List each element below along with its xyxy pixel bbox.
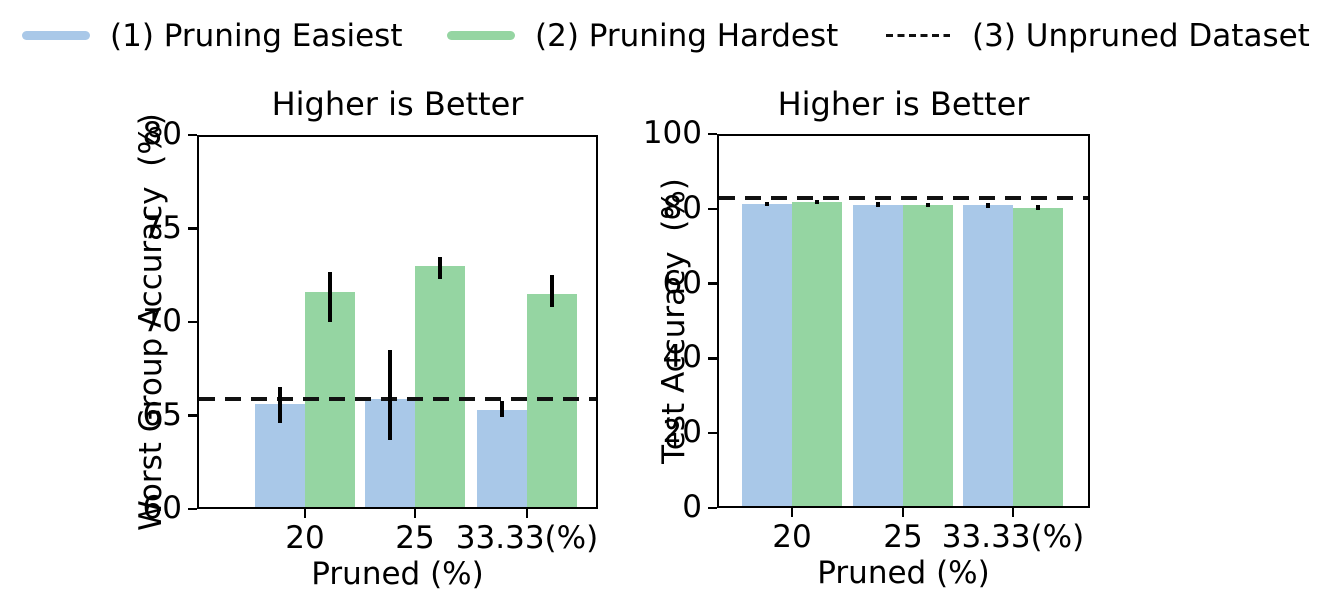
error-bar <box>876 202 880 207</box>
x-axis-tick <box>303 509 307 518</box>
y-axis-tick <box>708 357 717 360</box>
legend-label-pruning-hardest: (2) Pruning Hardest <box>535 18 839 54</box>
right-chart-title: Higher is Better <box>777 85 1030 123</box>
x-axis-tick <box>790 508 794 517</box>
y-tick-label: 40 <box>662 339 702 376</box>
x-tick-label: 25 <box>883 519 923 555</box>
error-bar <box>388 350 392 440</box>
y-axis-tick <box>708 282 717 285</box>
y-tick-label: 80 <box>142 115 182 152</box>
x-tick-label: 33.33(%) <box>941 519 1085 555</box>
y-tick-label: 20 <box>662 414 702 451</box>
error-bar <box>278 387 282 423</box>
y-axis-tick <box>188 133 197 137</box>
y-axis-tick <box>188 414 197 417</box>
legend-swatch-pruning-easiest-icon <box>22 31 90 40</box>
y-axis-tick <box>188 507 197 511</box>
x-tick-label: 25 <box>395 520 435 556</box>
y-tick-label: 70 <box>142 302 182 339</box>
left-x-axis-label: Pruned (%) <box>311 556 484 592</box>
x-tick-label: 20 <box>285 520 325 556</box>
bar-pruning-hardest-20 <box>792 202 842 508</box>
y-axis-tick <box>188 227 197 230</box>
unpruned-reference-line <box>199 396 596 401</box>
error-bar <box>926 202 930 207</box>
bar-pruning-easiest-33.33(%) <box>477 409 527 509</box>
x-axis-tick <box>1011 508 1015 517</box>
bar-pruning-easiest-33.33(%) <box>963 205 1013 508</box>
y-tick-label: 65 <box>142 396 182 433</box>
x-axis-tick <box>901 508 905 517</box>
y-tick-label: 75 <box>142 209 182 246</box>
bar-pruning-hardest-33.33(%) <box>1013 207 1063 508</box>
error-bar <box>328 271 332 322</box>
error-bar <box>765 201 769 207</box>
y-tick-label: 100 <box>642 114 702 151</box>
y-axis-tick <box>708 207 717 211</box>
y-tick-label: 60 <box>142 489 182 526</box>
bar-pruning-easiest-25 <box>853 204 903 508</box>
y-axis-tick <box>188 320 197 324</box>
y-axis-tick <box>708 132 717 136</box>
y-axis-tick <box>708 506 717 510</box>
bar-pruning-hardest-33.33(%) <box>527 293 577 509</box>
error-bar <box>500 400 504 418</box>
error-bar <box>438 256 442 279</box>
left-chart-title: Higher is Better <box>271 85 524 123</box>
legend-swatch-unpruned-dashed-icon <box>886 34 950 37</box>
x-tick-label: 20 <box>772 519 812 555</box>
y-tick-label: 80 <box>662 189 702 226</box>
error-bar <box>986 202 990 209</box>
legend-label-unpruned-dataset: (3) Unpruned Dataset <box>972 18 1310 54</box>
error-bar <box>550 275 554 308</box>
error-bar <box>815 200 819 205</box>
legend-swatch-pruning-hardest-icon <box>447 31 515 40</box>
y-tick-label: 0 <box>682 488 702 525</box>
y-axis-tick <box>708 431 717 435</box>
bar-pruning-hardest-25 <box>415 265 465 509</box>
right-x-axis-label: Pruned (%) <box>817 555 990 591</box>
legend-label-pruning-easiest: (1) Pruning Easiest <box>110 18 403 54</box>
unpruned-reference-line <box>719 195 1088 200</box>
x-axis-tick <box>525 509 529 518</box>
bar-pruning-easiest-20 <box>742 203 792 508</box>
bar-pruning-hardest-25 <box>903 204 953 508</box>
error-bar <box>1036 205 1040 210</box>
y-tick-label: 60 <box>662 264 702 301</box>
x-axis-tick <box>413 509 417 518</box>
x-tick-label: 33.33(%) <box>455 520 599 556</box>
